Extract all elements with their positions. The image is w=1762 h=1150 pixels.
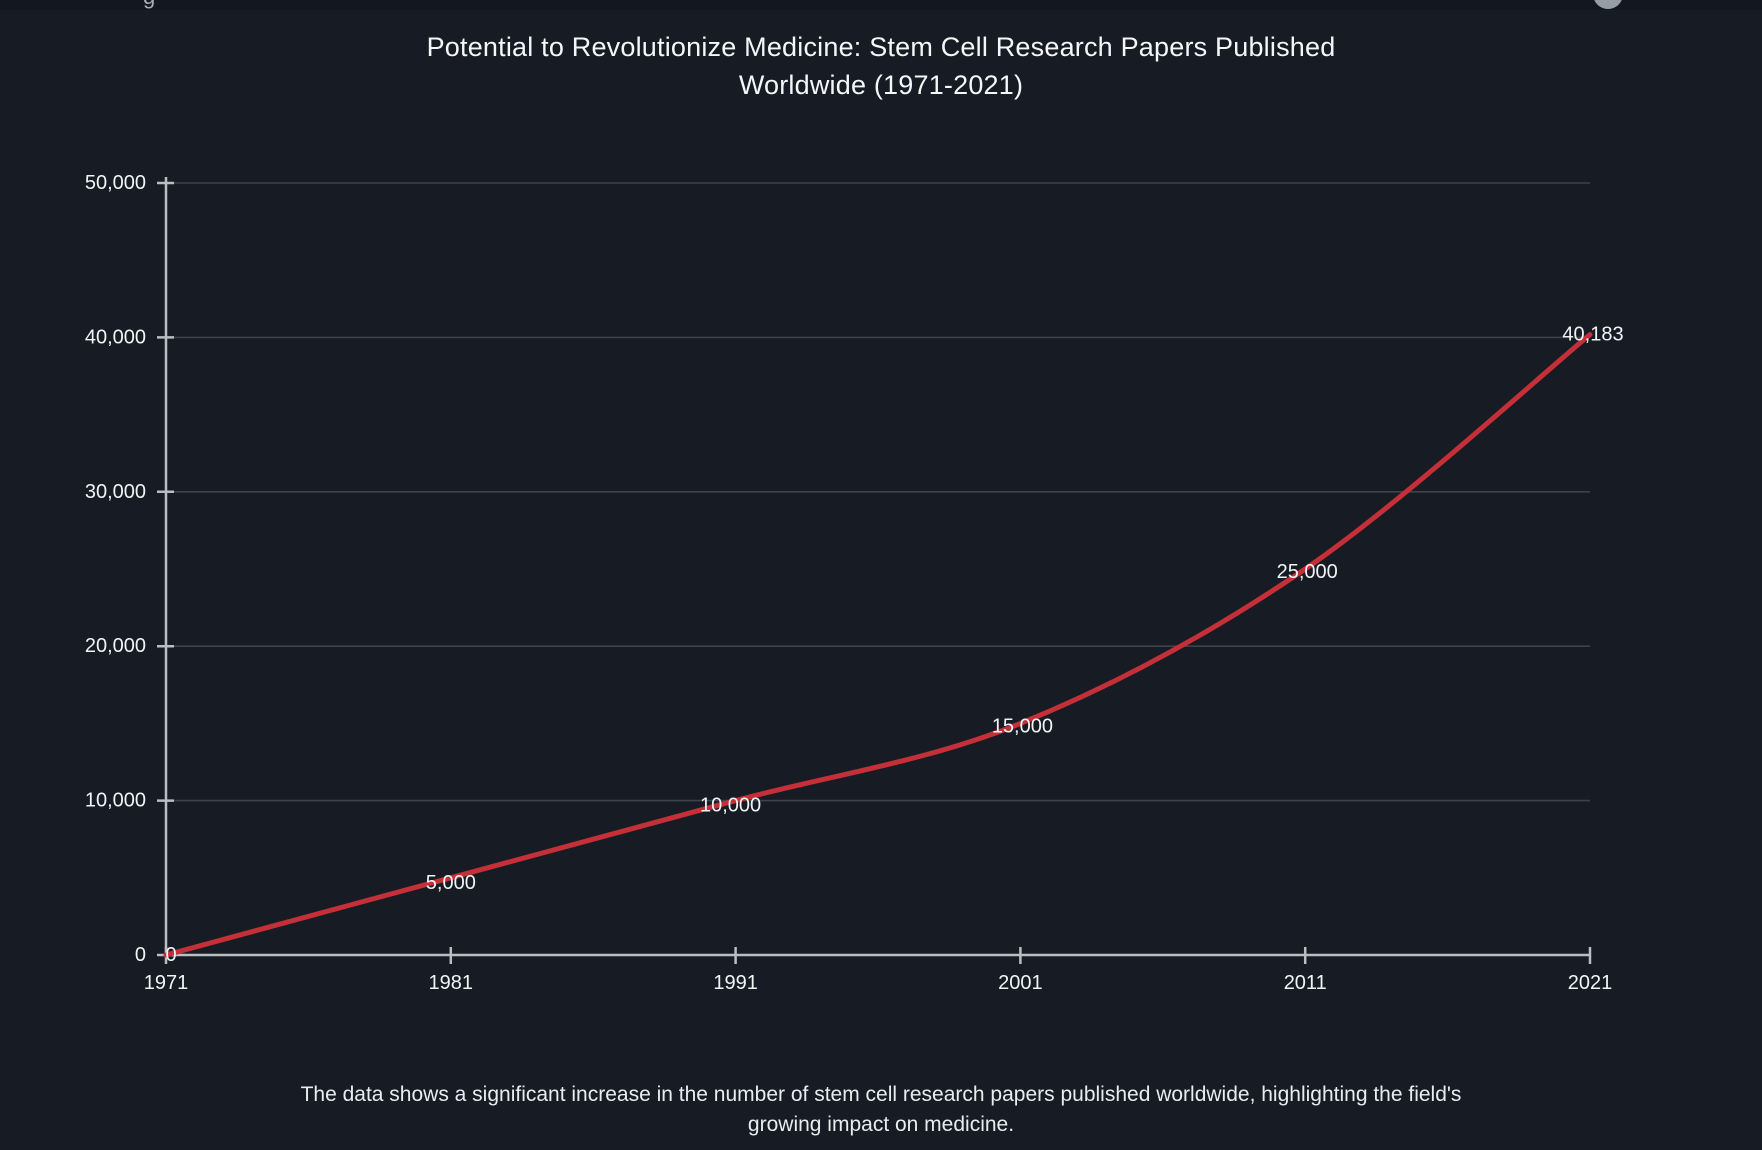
- x-tick-label: 1991: [713, 972, 758, 994]
- x-tick-label: 1981: [429, 972, 474, 994]
- y-tick-label: 0: [135, 944, 146, 966]
- x-tick-label: 1971: [144, 972, 189, 994]
- point-label: 10,000: [700, 795, 761, 817]
- chart-caption-line1: The data shows a significant increase in…: [300, 1083, 1462, 1106]
- point-label: 25,000: [1277, 561, 1338, 583]
- point-label: 5,000: [426, 872, 476, 894]
- chart-title-line1: Potential to Revolutionize Medicine: Ste…: [426, 32, 1336, 62]
- x-tick-label: 2021: [1568, 972, 1613, 994]
- y-tick-label: 50,000: [85, 172, 146, 194]
- chart-title: Potential to Revolutionize Medicine: Ste…: [0, 28, 1762, 104]
- point-label: 40,183: [1562, 324, 1623, 346]
- y-tick-label: 40,000: [85, 326, 146, 348]
- series-line: [163, 332, 1593, 958]
- chart-caption-line2: growing impact on medicine.: [747, 1113, 1015, 1136]
- x-tick-label: 2001: [998, 972, 1043, 994]
- avatar-remnant[interactable]: [1593, 0, 1623, 9]
- x-tick-label: 2011: [1284, 972, 1327, 994]
- y-tick-label: 20,000: [85, 635, 146, 657]
- chart-title-line2: Worldwide (1971-2021): [738, 70, 1024, 100]
- chart-caption: The data shows a significant increase in…: [0, 1080, 1762, 1140]
- cut-off-browser-bar: g: [0, 0, 1762, 10]
- y-tick-label: 10,000: [85, 790, 146, 812]
- cut-off-text-remnant: g: [143, 0, 155, 8]
- y-tick-label: 30,000: [85, 481, 146, 503]
- point-label: 15,000: [992, 715, 1053, 737]
- point-label: 0: [165, 944, 176, 966]
